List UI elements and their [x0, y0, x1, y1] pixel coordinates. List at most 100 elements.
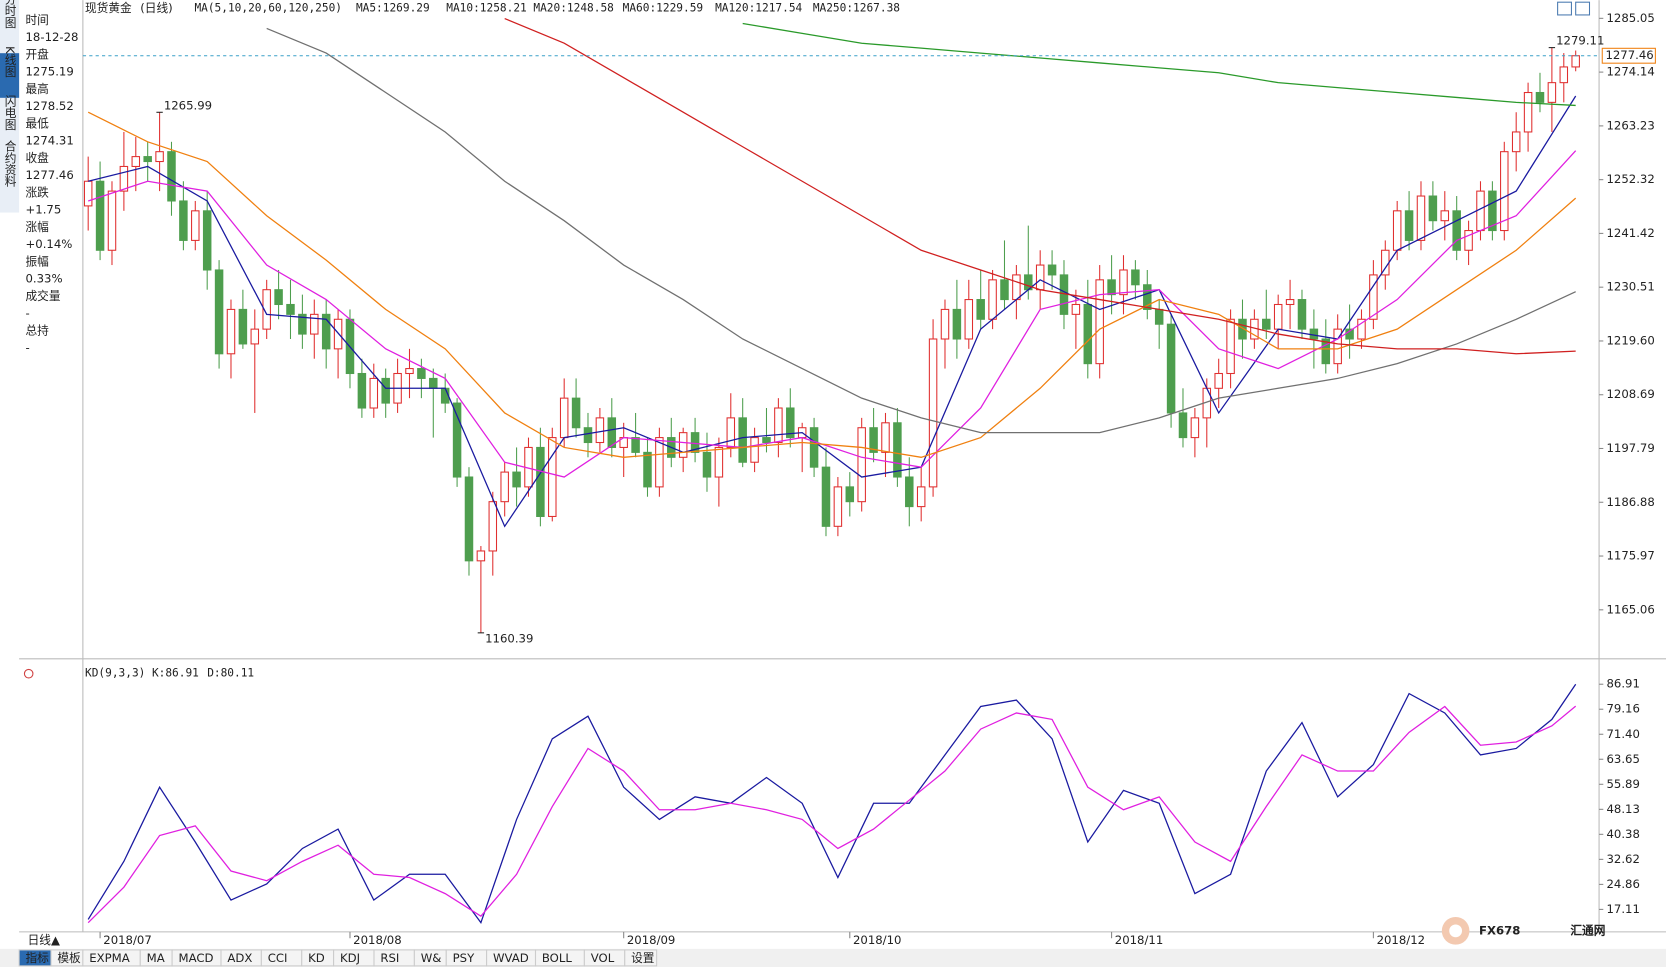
candle-body [869, 427, 878, 453]
bottom-tab[interactable]: EXPMA [89, 951, 129, 965]
candle-body [833, 486, 843, 527]
candle-body [1226, 318, 1235, 375]
info-value: - [26, 306, 30, 320]
side-tab[interactable]: 闪电图 [3, 94, 17, 130]
candle-body [1547, 82, 1557, 103]
candle-body [595, 417, 605, 444]
candle-body [1333, 328, 1342, 365]
legend-entry: MA60:1229.59 [623, 2, 704, 15]
candle-body [905, 476, 914, 508]
bottom-tab[interactable]: 模板 [57, 951, 81, 965]
candle-body [1488, 190, 1497, 232]
bottom-tab[interactable]: KD [308, 951, 325, 965]
candle-body [1012, 274, 1021, 301]
bottom-tab[interactable]: MACD [179, 951, 214, 965]
candle-body [286, 303, 295, 315]
y-tick-label: 24.86 [1607, 877, 1640, 891]
ma-line [88, 95, 1577, 528]
candle-body [583, 427, 593, 444]
bottom-tab-bg[interactable] [624, 949, 658, 967]
candle-body [1071, 303, 1081, 315]
candle-body [893, 422, 902, 478]
bottom-tab[interactable]: BOLL [542, 951, 572, 965]
bottom-tab[interactable]: CCI [268, 951, 288, 965]
side-tab[interactable]: 合约资料 [3, 140, 17, 188]
last-price-box [1601, 47, 1656, 64]
bottom-tab[interactable]: RSI [380, 951, 399, 965]
period-button[interactable]: 日线▲ [28, 933, 60, 947]
candle-body [1571, 55, 1580, 68]
bottom-tab[interactable]: W& [421, 951, 442, 965]
candle-body [500, 471, 509, 503]
info-value: 1275.19 [26, 64, 74, 78]
candle-body [191, 210, 200, 241]
candle-body [786, 407, 795, 439]
candle-body [214, 269, 224, 355]
candle-body [774, 407, 783, 444]
candle-body [750, 437, 759, 463]
y-tick-label: 1230.51 [1607, 280, 1655, 294]
zoom-button[interactable] [1557, 1, 1572, 16]
info-label: 最高 [26, 82, 49, 96]
x-tick-label: 2018/07 [103, 933, 152, 947]
bottom-tab[interactable]: 设置 [631, 951, 655, 965]
legend-entry: MA5:1269.29 [356, 2, 430, 15]
candle-body [809, 427, 819, 468]
candle-body [678, 432, 688, 458]
logo-text: 汇通网 [1570, 923, 1605, 937]
last-price-label: 1277.46 [1605, 48, 1653, 62]
kd-line [87, 705, 1577, 924]
candle-body [821, 466, 831, 527]
info-label: 开盘 [26, 47, 50, 61]
candle-body [119, 165, 129, 192]
candle-body [1107, 279, 1116, 296]
indicator-name: MA(5,10,20,60,120,250) [194, 2, 342, 15]
info-value: +1.75 [26, 202, 62, 216]
candle-body [655, 437, 664, 488]
candle-body [1416, 195, 1426, 241]
y-tick-label: 1241.42 [1607, 226, 1655, 240]
info-label: 振幅 [26, 254, 50, 268]
candle-body [1273, 303, 1283, 330]
candle-body [1440, 210, 1450, 222]
info-label: 总持 [26, 324, 50, 338]
candle-body [1119, 269, 1128, 296]
candle-body [107, 190, 117, 251]
x-tick-label: 2018/10 [853, 933, 902, 947]
zoom-button[interactable] [1575, 1, 1591, 16]
x-tick-label: 2018/09 [627, 933, 676, 947]
candle-body [238, 308, 248, 345]
candle-body [512, 471, 521, 488]
side-tab[interactable]: 分时图 [3, 0, 17, 29]
candle-body [536, 446, 545, 517]
bottom-tab[interactable]: KDJ [340, 951, 360, 965]
bottom-tab[interactable]: WVAD [493, 951, 529, 965]
ma-line [87, 150, 1577, 478]
candle-body [405, 368, 414, 375]
info-label: 涨跌 [26, 185, 50, 199]
candle-body [607, 417, 617, 448]
kd-title: KD(9,3,3) [85, 667, 145, 680]
bottom-tab[interactable]: PSY [453, 951, 475, 965]
y-tick-label: 1285.05 [1607, 11, 1655, 25]
candle-body [1262, 318, 1271, 330]
candle-body [1035, 264, 1045, 291]
side-tab[interactable]: K线图 [3, 46, 17, 78]
bottom-tab[interactable]: 指标 [26, 951, 50, 965]
legend-entry: D:80.11 [207, 667, 254, 680]
bottom-tab[interactable]: MA [147, 951, 165, 965]
legend-entry: MA10:1258.21 [446, 2, 527, 15]
candle-body [369, 377, 379, 409]
bottom-tab[interactable]: ADX [227, 951, 252, 965]
candle-body [83, 180, 93, 207]
y-tick-label: 1263.23 [1607, 118, 1655, 132]
info-label: 时间 [26, 13, 49, 27]
y-tick-label: 1165.06 [1607, 602, 1655, 616]
candle-body [940, 308, 950, 340]
candle-body [548, 437, 557, 517]
candle-body [476, 550, 486, 562]
candle-body [571, 397, 581, 429]
bottom-tab[interactable]: VOL [591, 951, 615, 965]
settings-icon[interactable] [23, 668, 34, 679]
